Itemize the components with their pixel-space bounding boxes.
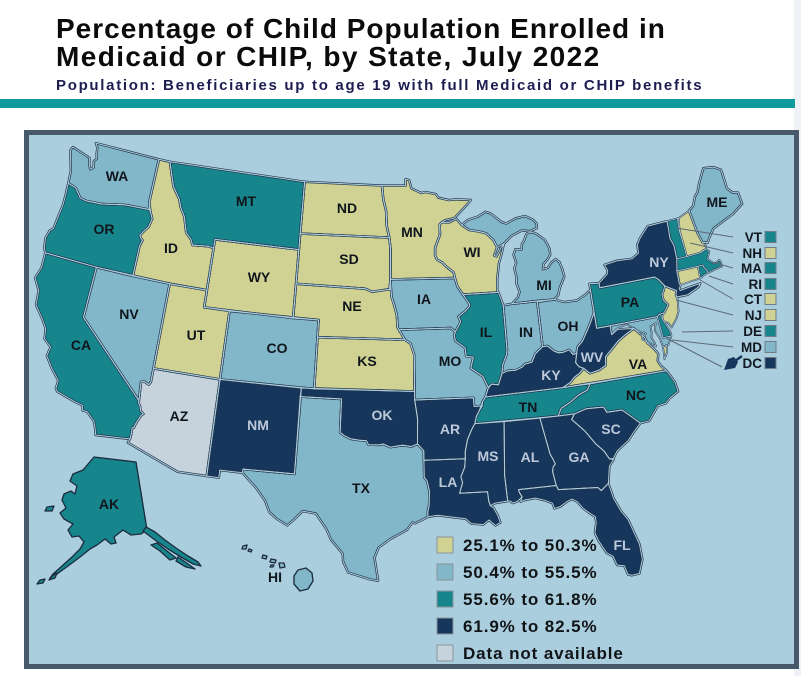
svg-text:TX: TX: [352, 480, 371, 496]
svg-text:AK: AK: [99, 496, 119, 512]
svg-text:MA: MA: [741, 261, 762, 276]
svg-text:OK: OK: [372, 407, 393, 423]
svg-text:50.4% to 55.5%: 50.4% to 55.5%: [463, 563, 598, 582]
svg-text:AR: AR: [440, 421, 460, 437]
svg-text:GA: GA: [569, 449, 590, 465]
svg-text:CT: CT: [744, 292, 763, 307]
svg-text:KS: KS: [357, 353, 376, 369]
svg-text:ID: ID: [164, 240, 178, 256]
svg-text:DC: DC: [743, 356, 763, 371]
svg-text:MS: MS: [478, 448, 499, 464]
svg-text:55.6% to 61.8%: 55.6% to 61.8%: [463, 590, 598, 609]
svg-text:AL: AL: [521, 449, 540, 465]
svg-text:RI: RI: [749, 277, 763, 292]
svg-text:MI: MI: [536, 277, 552, 293]
svg-text:UT: UT: [187, 327, 206, 343]
svg-text:WA: WA: [106, 168, 129, 184]
svg-text:VT: VT: [745, 230, 763, 245]
svg-text:NV: NV: [119, 306, 139, 322]
svg-text:NY: NY: [649, 254, 669, 270]
svg-text:SD: SD: [339, 251, 358, 267]
svg-text:MN: MN: [401, 224, 423, 240]
svg-text:SC: SC: [601, 421, 620, 437]
svg-text:NM: NM: [247, 417, 269, 433]
svg-text:NH: NH: [743, 246, 763, 261]
svg-text:DE: DE: [743, 324, 762, 339]
svg-text:NC: NC: [626, 387, 646, 403]
svg-text:NE: NE: [342, 298, 361, 314]
svg-text:MD: MD: [741, 340, 762, 355]
svg-text:PA: PA: [621, 294, 639, 310]
svg-text:WI: WI: [463, 244, 480, 260]
svg-text:61.9% to 82.5%: 61.9% to 82.5%: [463, 617, 598, 636]
svg-text:ND: ND: [337, 200, 357, 216]
svg-text:CO: CO: [267, 340, 288, 356]
svg-text:AZ: AZ: [170, 408, 189, 424]
svg-text:IA: IA: [417, 291, 431, 307]
svg-text:IL: IL: [480, 324, 493, 340]
svg-text:IN: IN: [519, 324, 533, 340]
svg-text:CA: CA: [71, 337, 91, 353]
svg-text:WV: WV: [581, 349, 604, 365]
svg-text:25.1% to 50.3%: 25.1% to 50.3%: [463, 536, 598, 555]
svg-text:MO: MO: [439, 353, 462, 369]
svg-text:FL: FL: [613, 537, 631, 553]
svg-text:ME: ME: [707, 194, 728, 210]
svg-text:HI: HI: [268, 569, 282, 585]
svg-text:MT: MT: [236, 193, 257, 209]
svg-text:Data not available: Data not available: [463, 644, 624, 663]
svg-text:VA: VA: [629, 356, 647, 372]
svg-text:OH: OH: [558, 318, 579, 334]
svg-text:NJ: NJ: [745, 308, 762, 323]
svg-text:LA: LA: [439, 474, 458, 490]
svg-text:KY: KY: [541, 367, 561, 383]
svg-text:WY: WY: [248, 269, 271, 285]
svg-text:OR: OR: [94, 221, 115, 237]
svg-text:TN: TN: [519, 399, 538, 415]
